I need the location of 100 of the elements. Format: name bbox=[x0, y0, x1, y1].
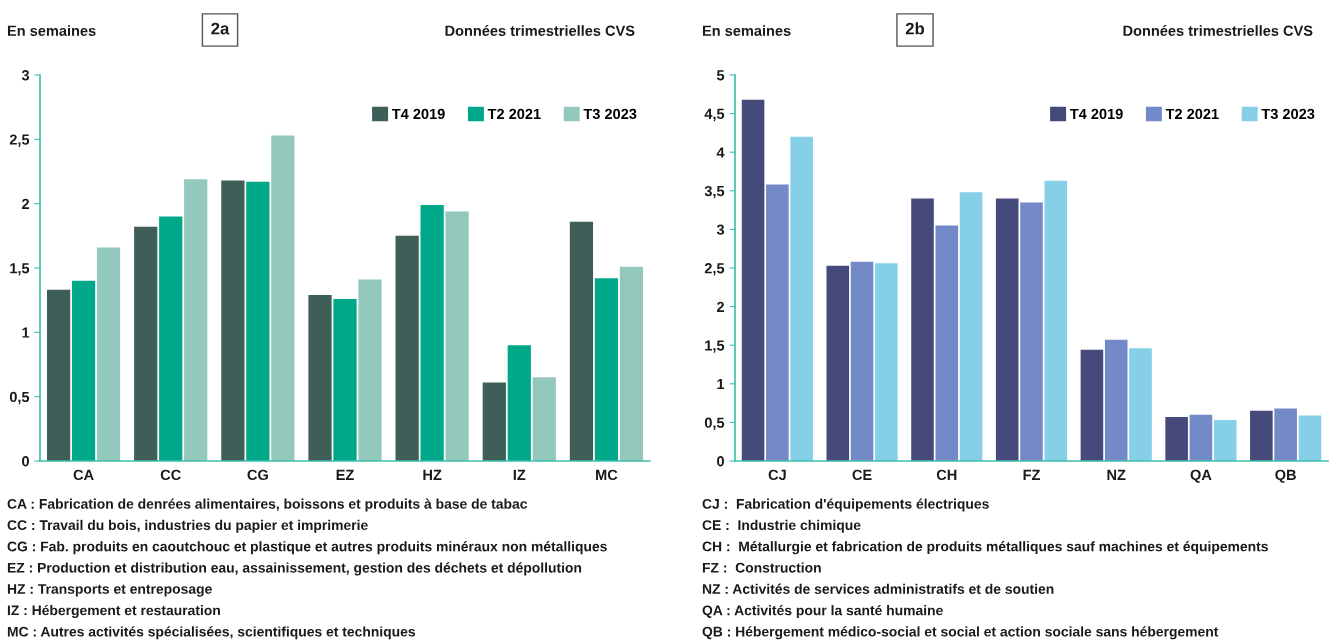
x-tick-label: CH bbox=[936, 469, 957, 481]
x-tick-label: EZ bbox=[336, 469, 354, 480]
bar bbox=[221, 180, 245, 461]
text: EZ : Production et distribution eau, assainissement, gestion des déchets et dépollution bbox=[7, 562, 582, 576]
text: NZ : Activités de services administratifs et de soutien bbox=[702, 583, 1054, 594]
bar bbox=[358, 279, 382, 461]
y-axis-title: En semaines bbox=[7, 25, 96, 36]
y-axis-title: En semaines bbox=[702, 25, 791, 36]
bar bbox=[995, 198, 1019, 461]
y-tick-label: 3 bbox=[716, 224, 725, 235]
bar bbox=[271, 135, 295, 461]
text: QB : Hébergement médico-social et social et action sociale sans hébergement bbox=[702, 626, 1219, 640]
chart-subtitle: Données trimestrielles CVS bbox=[1123, 25, 1313, 36]
x-tick-label: CA bbox=[73, 469, 94, 481]
text: CC : Travail du bois, industries du papier et imprimerie bbox=[7, 519, 368, 533]
y-tick-label: 2 bbox=[716, 301, 724, 312]
bar bbox=[532, 377, 556, 461]
text: CE : Industrie chimique bbox=[702, 519, 861, 533]
bar bbox=[594, 278, 619, 461]
y-tick-label: 1 bbox=[22, 327, 30, 338]
bar bbox=[395, 235, 419, 461]
bar bbox=[71, 280, 96, 461]
bar bbox=[1129, 348, 1152, 461]
bar bbox=[46, 289, 71, 461]
legend-label: T3 2023 bbox=[1261, 108, 1315, 120]
bar bbox=[569, 221, 594, 461]
chart-subtitle: Données trimestrielles CVS bbox=[445, 25, 635, 36]
x-tick-label: NZ bbox=[1107, 469, 1126, 480]
bar bbox=[1189, 414, 1213, 461]
bar bbox=[741, 99, 765, 461]
x-tick-label: CE bbox=[852, 469, 872, 481]
bar bbox=[1104, 339, 1128, 461]
bar bbox=[875, 263, 898, 461]
bar bbox=[850, 261, 874, 461]
bar bbox=[134, 226, 158, 461]
text: QA : Activités pour la santé humaine bbox=[702, 604, 943, 619]
bar bbox=[308, 295, 332, 461]
y-tick-label: 2,5 bbox=[704, 263, 725, 276]
legend-label: T4 2019 bbox=[391, 108, 445, 120]
bar bbox=[911, 198, 934, 461]
text: IZ : Hébergement et restauration bbox=[7, 604, 220, 619]
chart-title: 2b bbox=[905, 22, 925, 35]
text: CG : Fab. produits en caoutchouc et plastique et autres produits minéraux non métalliques bbox=[7, 541, 607, 555]
bar bbox=[1080, 349, 1104, 461]
bar bbox=[959, 192, 983, 461]
legend-label: T4 2019 bbox=[1069, 108, 1123, 120]
bar bbox=[935, 225, 959, 461]
bar bbox=[445, 211, 469, 461]
bar bbox=[184, 179, 208, 461]
y-tick-label: 2,5 bbox=[9, 134, 30, 147]
y-tick-label: 1 bbox=[717, 379, 725, 390]
x-tick-label: CG bbox=[247, 469, 268, 481]
text: MC : Autres activités spécialisées, scientifiques et techniques bbox=[7, 626, 416, 640]
legend-label: T2 2021 bbox=[487, 108, 541, 120]
x-tick-label: QA bbox=[1190, 469, 1212, 483]
x-tick-label: IZ bbox=[513, 469, 526, 480]
chart-title: 2a bbox=[211, 22, 230, 35]
text: HZ : Transports et entreposage bbox=[7, 584, 212, 597]
bar bbox=[96, 247, 121, 461]
bar bbox=[1044, 180, 1068, 461]
y-tick-label: 0,5 bbox=[704, 417, 725, 430]
text: CJ : Fabrication d'équipements électriques bbox=[702, 498, 989, 512]
text: CA : Fabrication de denrées alimentaires, boissons et produits à base de tabac bbox=[7, 498, 528, 512]
y-tick-label: 1,5 bbox=[10, 263, 30, 276]
y-tick-label: 0 bbox=[22, 456, 29, 467]
bar bbox=[333, 298, 357, 461]
bar bbox=[1250, 410, 1273, 461]
y-tick-label: 1,5 bbox=[705, 340, 725, 353]
x-tick-label: FZ bbox=[1023, 469, 1040, 480]
bar bbox=[766, 184, 789, 461]
y-tick-label: 5 bbox=[716, 70, 725, 81]
bar bbox=[507, 345, 531, 461]
legend-label: T3 2023 bbox=[583, 108, 637, 120]
y-tick-label: 4 bbox=[716, 147, 725, 158]
y-tick-label: 3,5 bbox=[704, 185, 725, 199]
bar bbox=[482, 382, 506, 461]
y-tick-label: 0 bbox=[717, 456, 724, 467]
text: FZ : Construction bbox=[702, 562, 821, 573]
text: CH : Métallurgie et fabrication de produits métalliques sauf machines et équipements bbox=[702, 541, 1268, 555]
legend-label: T2 2021 bbox=[1165, 108, 1219, 120]
y-tick-label: 4,5 bbox=[704, 108, 725, 122]
bar bbox=[1165, 417, 1188, 461]
y-tick-label: 0,5 bbox=[9, 391, 30, 405]
bar bbox=[1274, 408, 1297, 461]
bar bbox=[159, 216, 183, 461]
bar bbox=[246, 181, 270, 461]
y-tick-label: 3 bbox=[21, 70, 30, 81]
bar bbox=[1020, 202, 1043, 461]
x-tick-label: MC bbox=[596, 469, 618, 481]
bar bbox=[790, 136, 813, 461]
x-tick-label: QB bbox=[1275, 469, 1296, 483]
x-tick-label: CC bbox=[160, 469, 181, 481]
bar bbox=[420, 204, 444, 461]
bar bbox=[1213, 420, 1237, 461]
y-tick-label: 2 bbox=[21, 198, 29, 209]
x-tick-label: HZ bbox=[423, 469, 442, 480]
bar bbox=[1298, 415, 1322, 461]
bar bbox=[619, 266, 644, 461]
bar bbox=[826, 265, 850, 461]
x-tick-label: CJ bbox=[768, 469, 786, 481]
